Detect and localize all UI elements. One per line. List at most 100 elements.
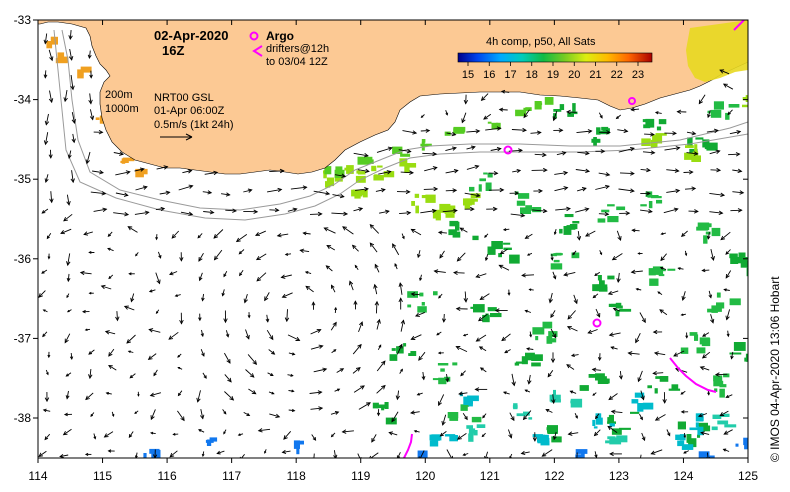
- current-arrow-head: [38, 452, 44, 457]
- current-arrow-head: [492, 206, 498, 212]
- sst-pixel: [601, 209, 610, 213]
- current-arrow-head: [153, 372, 157, 377]
- sst-pixel: [514, 362, 520, 366]
- current-arrow-head: [374, 300, 380, 306]
- sst-patches: [46, 36, 748, 458]
- current-arrow-head: [474, 387, 480, 392]
- x-tick-label: 121: [480, 469, 500, 483]
- current-arrow: [732, 169, 742, 172]
- sst-pixel: [702, 223, 712, 228]
- current-arrow: [725, 249, 731, 255]
- current-arrow-head: [713, 128, 719, 134]
- current-arrow-head: [221, 292, 225, 297]
- sst-pixel: [744, 442, 748, 450]
- current-arrow-head: [552, 116, 557, 122]
- sst-pixel: [326, 177, 335, 187]
- sst-pixel: [607, 275, 615, 280]
- sst-pixel: [151, 449, 161, 458]
- current-arrow: [588, 329, 598, 334]
- current-arrow: [202, 191, 212, 194]
- current-arrow-head: [271, 350, 276, 355]
- current-arrow: [156, 166, 168, 170]
- current-arrow: [619, 371, 622, 379]
- sst-pixel: [719, 388, 725, 398]
- current-arrow: [333, 450, 337, 458]
- current-arrow: [478, 313, 488, 322]
- current-arrow: [666, 169, 679, 172]
- current-arrow-head: [641, 436, 646, 442]
- current-arrow: [399, 283, 403, 295]
- current-arrow: [128, 431, 134, 438]
- current-arrow-head: [174, 294, 178, 297]
- current-arrow-head: [604, 184, 610, 190]
- current-arrow-head: [677, 267, 681, 271]
- current-arrow-head: [563, 186, 569, 191]
- current-arrow-head: [451, 146, 457, 151]
- sst-pixel: [206, 439, 212, 446]
- colorbar-tick-label: 19: [547, 69, 559, 81]
- current-arrow-head: [413, 429, 417, 433]
- current-arrow-head: [610, 346, 615, 350]
- current-arrow: [38, 450, 47, 457]
- current-arrow-head: [380, 188, 386, 193]
- sst-pixel: [588, 374, 598, 378]
- current-arrow-head: [502, 228, 507, 232]
- sst-pixel: [602, 128, 610, 132]
- current-arrow: [324, 227, 336, 234]
- current-arrow-head: [115, 316, 120, 322]
- sst-pixel: [532, 207, 542, 213]
- current-arrow-head: [662, 399, 667, 404]
- current-arrow-head: [475, 129, 481, 134]
- sst-pixel: [696, 347, 706, 354]
- current-arrow: [653, 372, 664, 374]
- current-arrow: [719, 69, 730, 75]
- current-arrow: [400, 320, 404, 332]
- current-arrow-head: [148, 328, 154, 333]
- current-arrow-head: [85, 395, 90, 401]
- current-arrow-head: [455, 346, 461, 350]
- current-arrow-head: [130, 297, 135, 303]
- current-arrow: [150, 392, 162, 397]
- sst-pixel: [681, 444, 694, 450]
- current-arrow-head: [64, 338, 69, 344]
- current-arrow: [528, 374, 531, 384]
- current-arrow-head: [163, 165, 169, 170]
- current-arrow-head: [599, 115, 603, 119]
- sst-pixel: [713, 375, 723, 382]
- sst-pixel: [142, 168, 148, 175]
- current-arrow: [224, 374, 232, 383]
- current-arrow-head: [134, 411, 137, 415]
- current-arrow: [485, 451, 489, 458]
- current-arrow: [153, 369, 158, 376]
- current-arrow: [267, 188, 282, 193]
- current-arrow-head: [611, 255, 617, 261]
- current-arrow: [178, 185, 193, 191]
- current-arrow-head: [439, 432, 444, 437]
- current-arrow: [576, 130, 592, 134]
- sst-pixel: [509, 254, 520, 264]
- sst-pixel: [468, 398, 473, 407]
- current-arrow: [709, 192, 725, 196]
- current-arrow-head: [66, 200, 71, 206]
- current-arrow: [702, 269, 710, 272]
- sst-pixel: [478, 184, 482, 192]
- x-tick-label: 117: [222, 469, 241, 483]
- current-arrow-head: [596, 312, 601, 318]
- current-arrow: [592, 368, 601, 371]
- current-arrow-head: [47, 354, 51, 359]
- current-arrow-head: [437, 230, 443, 235]
- current-arrow: [256, 272, 267, 282]
- current-arrow-head: [177, 355, 181, 358]
- current-arrow: [41, 208, 49, 214]
- current-arrow-head: [207, 190, 213, 195]
- current-arrow-head: [526, 347, 530, 351]
- current-arrow-head: [213, 255, 219, 261]
- current-arrow: [397, 452, 401, 458]
- current-arrow: [399, 212, 411, 215]
- current-arrow: [530, 131, 541, 134]
- current-arrow: [553, 110, 558, 121]
- current-arrow-head: [608, 332, 614, 337]
- current-arrow-head: [243, 298, 248, 304]
- current-arrow-head: [198, 429, 202, 433]
- current-arrow-head: [238, 250, 243, 255]
